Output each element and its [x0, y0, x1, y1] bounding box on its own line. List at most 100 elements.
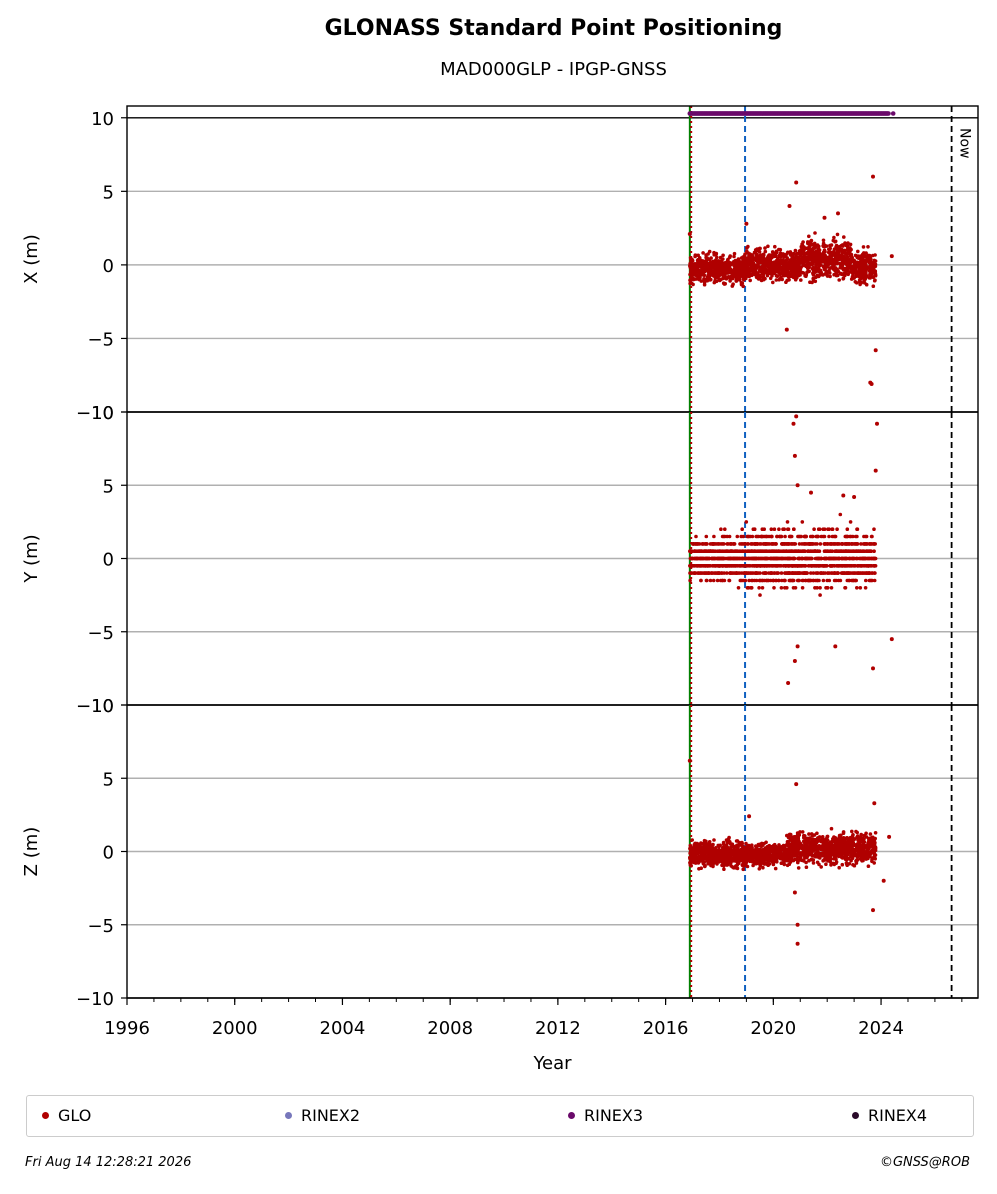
data-point — [688, 564, 693, 568]
data-point — [727, 835, 731, 840]
data-point — [703, 542, 708, 546]
data-point — [808, 252, 813, 257]
data-point — [824, 564, 829, 568]
data-point — [796, 564, 801, 568]
data-point — [715, 849, 720, 854]
data-point — [754, 844, 758, 848]
data-point — [754, 275, 759, 279]
data-point — [691, 282, 695, 287]
data-point — [802, 564, 806, 568]
data-point — [766, 244, 770, 249]
data-point — [849, 578, 854, 583]
data-point — [722, 858, 726, 863]
data-point — [866, 564, 870, 568]
data-point — [852, 564, 856, 568]
data-point — [772, 266, 776, 270]
data-point — [793, 248, 798, 253]
data-point — [838, 512, 843, 517]
data-point — [690, 847, 694, 852]
data-point — [741, 867, 745, 872]
data-point — [825, 274, 830, 278]
data-point — [773, 244, 777, 249]
data-point — [851, 556, 855, 561]
data-point — [790, 549, 794, 553]
data-point — [761, 276, 766, 280]
outlier-point — [794, 180, 799, 185]
data-point — [860, 268, 864, 272]
data-point — [737, 571, 742, 575]
data-point — [748, 564, 752, 568]
data-point — [741, 862, 746, 867]
data-point — [736, 257, 741, 261]
data-point — [719, 265, 724, 269]
data-point — [764, 564, 769, 568]
data-point — [723, 261, 727, 265]
y-tick-label: 5 — [103, 476, 114, 497]
data-point — [790, 273, 794, 278]
data-point — [734, 864, 738, 868]
data-point — [702, 273, 707, 278]
data-point — [858, 586, 863, 590]
data-point — [780, 277, 784, 282]
data-point — [822, 243, 827, 248]
data-point — [791, 586, 796, 590]
data-point — [759, 266, 763, 270]
data-point — [848, 534, 852, 539]
data-point — [724, 277, 729, 281]
data-point — [835, 527, 839, 531]
data-point — [691, 851, 695, 855]
data-point — [799, 534, 803, 539]
data-point — [857, 260, 861, 265]
data-point — [871, 265, 876, 270]
data-point — [704, 839, 708, 844]
data-point — [799, 248, 803, 252]
data-point — [850, 270, 854, 274]
data-point — [725, 266, 729, 270]
data-point — [743, 556, 748, 561]
data-point — [863, 586, 868, 590]
data-point — [709, 571, 713, 575]
data-point — [795, 267, 799, 271]
y-tick-label: 0 — [103, 550, 114, 571]
data-point — [813, 231, 817, 235]
data-point — [737, 556, 742, 561]
data-point — [727, 578, 732, 583]
panel-x — [121, 106, 978, 413]
data-point — [744, 857, 749, 862]
data-point — [803, 542, 807, 546]
data-point — [793, 277, 798, 282]
data-point — [729, 542, 734, 546]
data-point — [824, 862, 828, 866]
outlier-point — [871, 174, 875, 179]
data-point — [826, 571, 830, 575]
data-point — [808, 280, 812, 285]
data-point — [775, 274, 780, 279]
data-point — [763, 246, 767, 250]
data-point — [770, 534, 774, 539]
data-point — [756, 571, 761, 575]
data-point — [862, 281, 867, 285]
data-point — [741, 858, 745, 863]
data-point — [785, 858, 790, 863]
data-point — [750, 272, 754, 276]
data-point — [843, 542, 848, 546]
data-point — [848, 242, 853, 247]
data-point — [805, 556, 809, 561]
data-point — [841, 277, 845, 281]
data-point — [776, 853, 780, 858]
outlier-point — [852, 495, 857, 499]
data-point — [755, 861, 760, 866]
data-point — [723, 549, 727, 553]
data-point — [863, 277, 867, 281]
data-point — [837, 257, 841, 262]
data-point — [772, 586, 776, 590]
data-point — [755, 248, 759, 253]
data-point — [849, 247, 853, 252]
data-point — [770, 855, 774, 859]
data-point — [762, 578, 767, 583]
data-point — [827, 556, 832, 561]
data-point — [783, 534, 787, 539]
outlier-point — [792, 659, 797, 663]
data-point — [747, 271, 751, 275]
data-point — [697, 268, 702, 273]
